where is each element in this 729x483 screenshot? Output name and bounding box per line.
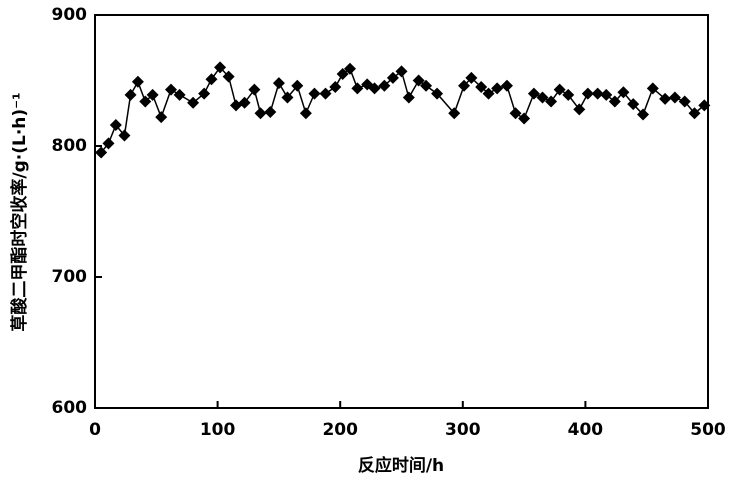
data-marker — [109, 119, 122, 132]
data-marker — [146, 88, 159, 101]
data-marker — [562, 88, 575, 101]
data-marker — [205, 73, 218, 86]
data-marker — [431, 87, 444, 100]
plot-frame — [94, 14, 709, 409]
data-marker — [238, 96, 251, 109]
data-marker — [659, 92, 672, 105]
data-marker — [465, 71, 478, 84]
data-marker — [458, 79, 471, 92]
data-marker — [600, 88, 613, 101]
y-tick-label: 800 — [52, 136, 88, 156]
x-tick-label: 400 — [568, 420, 604, 440]
data-marker — [698, 99, 711, 112]
y-tick-label: 600 — [52, 398, 88, 418]
data-marker — [308, 87, 321, 100]
data-marker — [553, 83, 566, 96]
data-marker — [509, 107, 522, 120]
data-marker — [591, 87, 604, 100]
data-marker — [248, 83, 261, 96]
data-marker — [627, 98, 640, 111]
data-marker — [536, 91, 549, 104]
x-tick-label: 100 — [200, 420, 236, 440]
data-marker — [500, 79, 513, 92]
data-marker — [118, 129, 131, 142]
data-marker — [545, 95, 558, 108]
data-marker — [291, 79, 304, 92]
data-marker — [281, 91, 294, 104]
data-marker — [420, 79, 433, 92]
data-marker — [527, 87, 540, 100]
data-marker — [95, 146, 108, 159]
data-marker — [351, 82, 364, 95]
data-marker — [668, 91, 681, 104]
data-marker — [581, 87, 594, 100]
data-marker — [264, 105, 277, 118]
data-marker — [124, 88, 137, 101]
data-marker — [139, 95, 152, 108]
data-marker — [608, 95, 621, 108]
data-marker — [222, 70, 235, 83]
data-marker — [491, 82, 504, 95]
data-marker — [637, 108, 650, 121]
data-marker — [102, 137, 115, 150]
data-marker — [402, 91, 415, 104]
data-marker — [299, 107, 312, 120]
x-tick-label: 500 — [690, 420, 726, 440]
data-marker — [131, 75, 144, 88]
data-marker — [329, 81, 342, 94]
data-marker — [214, 61, 227, 74]
data-marker — [646, 82, 659, 95]
y-tick-label: 900 — [52, 5, 88, 25]
y-tick-label: 700 — [52, 267, 88, 287]
y-axis-label: 草酸二甲酯时空收率/g·(L·h)⁻¹ — [9, 92, 30, 331]
data-marker — [198, 87, 211, 100]
data-marker — [678, 95, 691, 108]
x-tick-label: 200 — [322, 420, 358, 440]
x-axis-label: 反应时间/h — [358, 455, 444, 476]
data-marker — [386, 71, 399, 84]
data-marker — [155, 111, 168, 124]
data-marker — [412, 74, 425, 87]
data-marker — [518, 112, 531, 125]
data-marker — [173, 88, 186, 101]
data-marker — [187, 96, 200, 109]
data-marker — [336, 67, 349, 80]
data-marker — [395, 65, 408, 78]
data-marker — [344, 62, 357, 75]
data-marker — [254, 107, 267, 120]
data-marker — [319, 87, 332, 100]
series-line — [100, 66, 705, 154]
data-marker — [272, 77, 285, 90]
x-tick-label: 0 — [89, 420, 101, 440]
data-marker — [573, 103, 586, 116]
data-marker — [378, 79, 391, 92]
data-marker — [368, 82, 381, 95]
data-marker — [482, 87, 495, 100]
data-marker — [617, 86, 630, 99]
data-marker — [165, 83, 178, 96]
data-marker — [448, 107, 461, 120]
data-marker — [688, 107, 701, 120]
x-tick-label: 300 — [445, 420, 481, 440]
data-marker — [475, 81, 488, 94]
